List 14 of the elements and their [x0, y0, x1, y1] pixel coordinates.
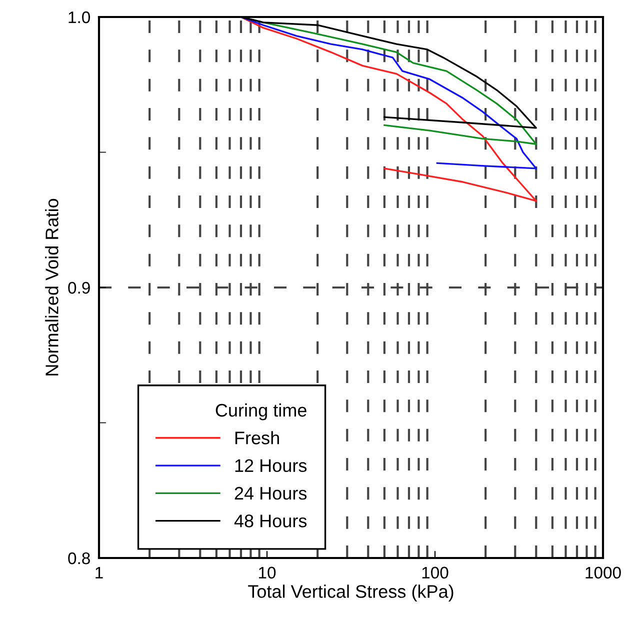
- legend-label: Fresh: [235, 431, 279, 444]
- legend-title: Curing time: [216, 403, 306, 420]
- y-axis-title: Normalized Void Ratio: [45, 198, 58, 376]
- legend-label: 12 Hours: [235, 459, 307, 472]
- x-tick-label: 1: [96, 566, 103, 578]
- y-tick-label: 0.9: [68, 282, 90, 294]
- x-tick-label: 100: [422, 566, 448, 579]
- x-tick-label: 10: [259, 566, 276, 579]
- y-tick-label: 0.8: [68, 552, 90, 564]
- y-tick-label: 1.0: [68, 11, 90, 24]
- legend-label: 24 Hours: [234, 486, 307, 500]
- x-tick-label: 1000: [586, 566, 621, 579]
- legend-label: 48 Hours: [234, 514, 307, 528]
- x-axis-title: Total Vertical Stress (kPa): [248, 584, 454, 602]
